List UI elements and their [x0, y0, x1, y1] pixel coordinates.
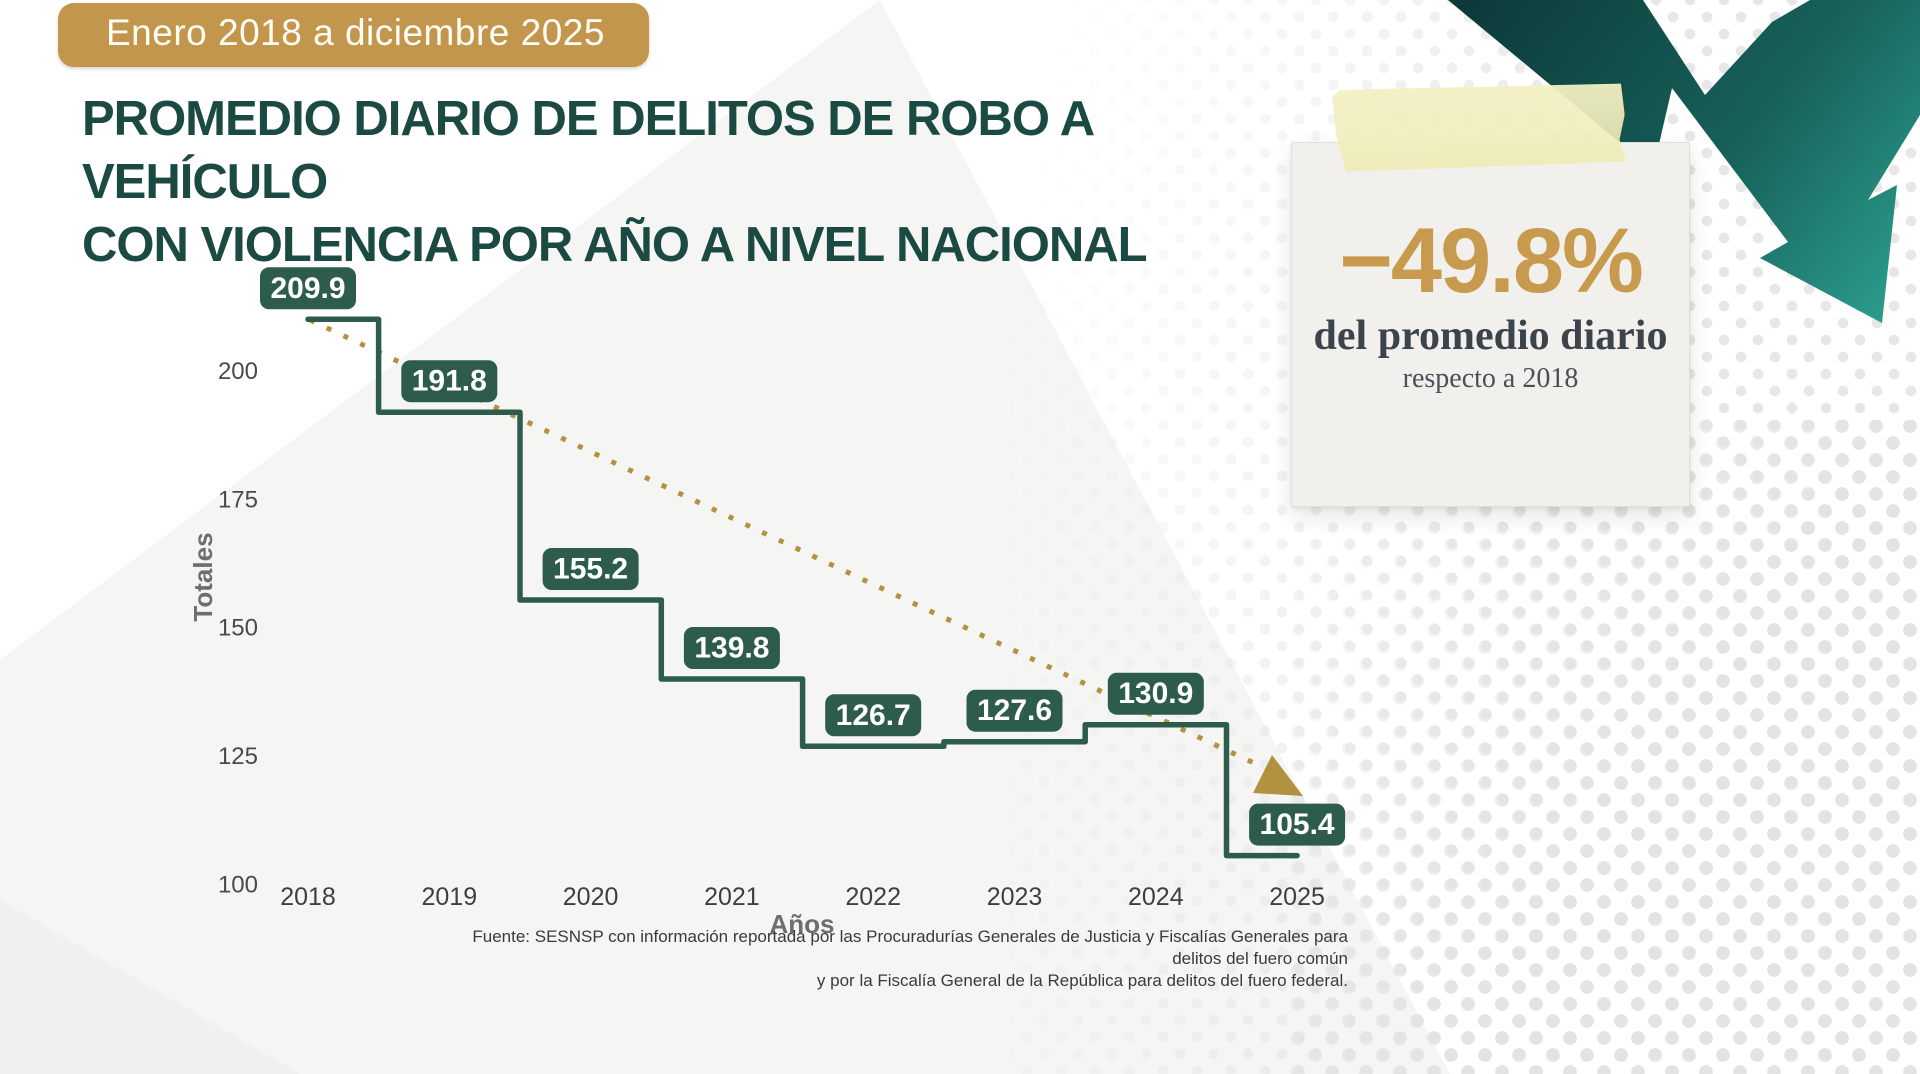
- source-line-1: Fuente: SESNSP con información reportada…: [472, 927, 1348, 968]
- tape-decoration: [1332, 82, 1626, 172]
- date-range-label: Enero 2018 a diciembre 2025: [106, 12, 605, 53]
- x-tick-label: 2022: [845, 883, 901, 911]
- y-tick-label: 125: [218, 743, 258, 770]
- value-label-box: [1107, 672, 1204, 715]
- value-label: 126.7: [836, 699, 911, 732]
- chart-layer: 100 125 150 175 200 2018 2019 2020 2021 2022 2023 2…: [218, 267, 1346, 911]
- background-corner-wedge: [0, 900, 300, 1074]
- value-label-box: [542, 548, 639, 590]
- y-tick-label: 175: [218, 486, 258, 513]
- x-tick-label: 2018: [280, 883, 336, 911]
- value-label: 130.9: [1118, 677, 1193, 710]
- y-tick-label: 150: [218, 615, 258, 642]
- value-label-box: [260, 267, 356, 310]
- value-label: 105.4: [1260, 808, 1335, 841]
- page-title-line-1: PROMEDIO DIARIO DE DELITOS DE ROBO A VEH…: [82, 92, 1093, 209]
- percent-change-value: −49.8%: [1339, 210, 1644, 312]
- percent-change-caption: del promedio diario: [1313, 313, 1668, 359]
- value-label-box: [1249, 803, 1346, 846]
- value-label-box: [825, 694, 922, 737]
- x-tick-label: 2024: [1128, 883, 1184, 911]
- x-tick-label: 2021: [704, 883, 760, 911]
- value-label-box: [401, 360, 498, 403]
- y-axis-title: Totales: [188, 532, 218, 621]
- percent-change-reference: respecto a 2018: [1402, 363, 1579, 394]
- page-title-line-2: CON VIOLENCIA POR AÑO A NIVEL NACIONAL: [82, 218, 1148, 272]
- y-tick-label: 100: [218, 871, 258, 898]
- trend-dotted-line: [308, 317, 1258, 767]
- x-tick-label: 2023: [987, 883, 1043, 911]
- value-label: 127.6: [977, 694, 1052, 727]
- source-note: Fuente: SESNSP con información reportada…: [471, 926, 1348, 992]
- source-line-2: y por la Fiscalía General de la Repúblic…: [816, 971, 1348, 990]
- y-tick-label: 200: [218, 358, 258, 385]
- x-axis-title: Años: [770, 909, 835, 939]
- x-tick-label: 2020: [563, 883, 619, 911]
- value-label: 209.9: [270, 272, 345, 305]
- value-label-box: [683, 627, 780, 669]
- value-label: 191.8: [412, 365, 487, 398]
- x-tick-label: 2019: [421, 883, 477, 911]
- value-label-box: [966, 689, 1063, 732]
- highlight-note-card: −49.8% del promedio diario respecto a 20…: [1291, 142, 1690, 507]
- date-range-badge: Enero 2018 a diciembre 2025: [58, 3, 649, 67]
- step-line: [305, 316, 1300, 859]
- zigzag-arrow-shape: [1448, 0, 1920, 323]
- value-label: 139.8: [694, 632, 769, 665]
- value-label: 155.2: [553, 553, 628, 586]
- page-title: PROMEDIO DIARIO DE DELITOS DE ROBO A VEH…: [82, 88, 1342, 277]
- trend-arrowhead-icon: [1253, 755, 1303, 796]
- x-tick-label: 2025: [1269, 883, 1325, 911]
